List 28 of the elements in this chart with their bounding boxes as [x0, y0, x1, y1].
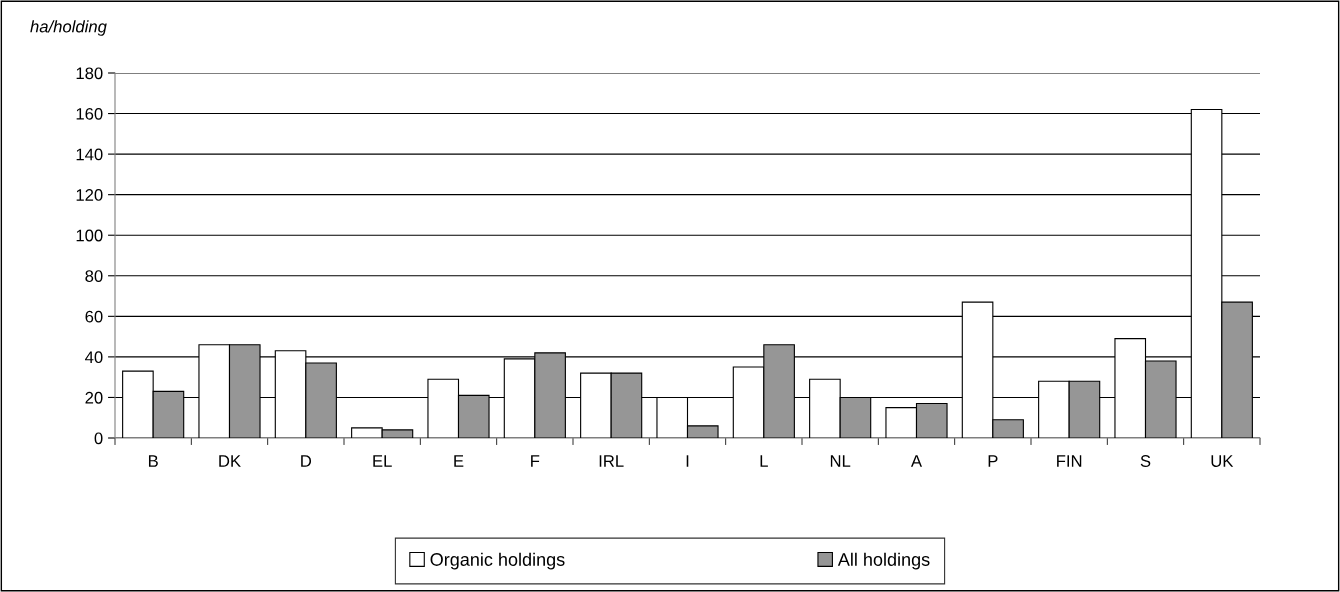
y-tick-label: 180	[76, 67, 103, 80]
x-tick-label: F	[531, 455, 540, 467]
x-tick-label: IRL	[599, 455, 624, 467]
x-tick-label: DK	[219, 455, 241, 467]
x-tick-label: D	[301, 455, 312, 467]
x-tick-label: UK	[1211, 455, 1234, 467]
x-tick-label: E	[454, 455, 464, 467]
x-tick-label: L	[760, 455, 768, 467]
y-tick-label: 0	[94, 432, 103, 445]
y-tick-label: 20	[85, 391, 103, 404]
legend-label: Organic holdings	[430, 552, 565, 570]
y-tick-label: 40	[85, 351, 103, 364]
x-tick-label: I	[686, 455, 689, 467]
y-tick-label: 160	[76, 107, 103, 120]
x-tick-label: FIN	[1057, 455, 1082, 467]
x-tick-label: NL	[830, 455, 851, 467]
x-tick-label: P	[988, 455, 998, 467]
y-tick-label: 80	[85, 270, 103, 282]
y-axis-title: ha/holding	[30, 20, 107, 36]
y-tick-label: 100	[76, 229, 103, 242]
x-tick-label: S	[1140, 455, 1151, 467]
y-tick-label: 60	[85, 310, 103, 323]
x-tick-label: A	[910, 455, 923, 467]
legend-label: All holdings	[837, 552, 930, 570]
y-tick-label: 120	[76, 189, 103, 201]
y-tick-label: 140	[76, 148, 103, 161]
x-tick-label: B	[148, 455, 158, 467]
x-tick-label: EL	[373, 455, 392, 467]
